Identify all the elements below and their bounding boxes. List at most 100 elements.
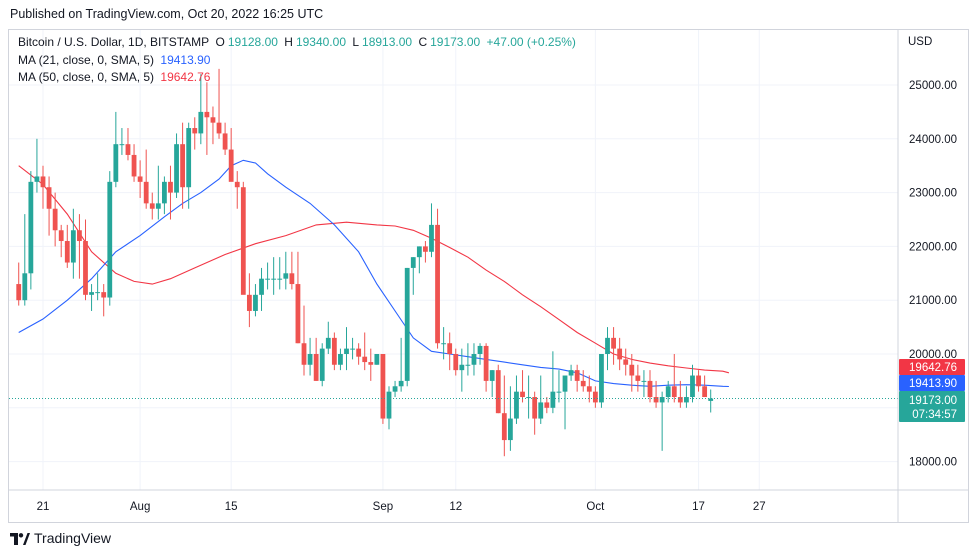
candle-body-down (696, 375, 701, 387)
candle-body-down (356, 348, 362, 357)
legend-close: 19173.00 (430, 35, 481, 49)
candle-body-down (192, 128, 198, 134)
candle-body-down (313, 354, 319, 381)
legend-ma21[interactable]: MA (21, close, 0, SMA, 5) 19413.90 (18, 53, 213, 67)
candle-body-down (677, 397, 683, 403)
candle-body-up (119, 144, 125, 146)
candle-body-down (532, 397, 538, 419)
candle-body-down (295, 284, 301, 344)
candle-body-up (162, 181, 167, 204)
candle-body-up (416, 246, 422, 258)
candle-body-up (350, 348, 355, 350)
candle-body-down (702, 386, 708, 398)
candle-body-up (253, 294, 258, 311)
candle-body-down (64, 241, 70, 263)
candle-body-up (489, 370, 495, 381)
candle-body-up (404, 267, 410, 381)
candle-body-up (265, 278, 270, 280)
tradingview-logo[interactable]: TradingView (10, 530, 111, 546)
candle-body-down (16, 284, 22, 301)
price-tick-label: 24000.00 (909, 134, 957, 146)
candle-body-up (708, 398, 714, 401)
candle-body-up (70, 230, 76, 263)
legend-high-key: H (284, 35, 293, 49)
tradingview-logo-text: TradingView (34, 530, 112, 546)
candle-body-up (319, 348, 325, 381)
candle-body-up (271, 278, 277, 280)
candle-body-down (216, 122, 222, 134)
candle-body-down (380, 354, 386, 419)
price-tick-label: 23000.00 (909, 188, 957, 200)
candle-body-down (46, 187, 52, 209)
price-badge-bg (899, 391, 965, 422)
candle-body-down (611, 337, 616, 349)
ma21-line-group (18, 159, 729, 388)
candle-body-down (289, 273, 295, 285)
candle-body-up (599, 354, 604, 403)
legend-ohlc[interactable]: Bitcoin / U.S. Dollar, 1D, BITSTAMP O 191… (18, 35, 579, 49)
candle-body-up (465, 364, 471, 366)
candle-body-down (586, 386, 592, 392)
price-axis-unit: USD (908, 36, 932, 48)
time-tick-label: 15 (225, 501, 238, 513)
candle-body-up (392, 386, 398, 392)
ma50-badge: 19642.76 (909, 362, 957, 374)
candle-body-down (40, 176, 46, 188)
price-axis: 25000.00 24000.00 23000.00 22000.00 21000.00… (909, 80, 957, 469)
candle-body-down (671, 386, 677, 398)
candle-body-down (653, 397, 659, 403)
candle-body-down (58, 230, 64, 242)
candle-body-down (222, 133, 228, 150)
candle-body-down (101, 292, 107, 298)
candle-body-up (562, 375, 568, 392)
candle-body-up (556, 391, 562, 393)
price-tick-label: 18000.00 (909, 457, 957, 469)
time-tick-label: 12 (449, 501, 462, 513)
candle-body-up (95, 292, 101, 294)
candle-body-up (410, 257, 416, 268)
time-tick-label: Aug (130, 501, 150, 513)
ma21-badge-bg (899, 375, 965, 391)
candle-body-down (83, 241, 88, 295)
chart-frame[interactable] (8, 29, 969, 523)
candle-body-up (344, 348, 349, 354)
candle-body-up (507, 418, 513, 441)
candle-body-up (690, 375, 695, 398)
candle-body-up (374, 354, 380, 365)
candle-body-up (325, 337, 331, 349)
legend-ma50[interactable]: MA (50, close, 0, SMA, 5) 19642.76 (18, 70, 213, 84)
published-caption: Published on TradingView.com, Oct 20, 20… (10, 7, 324, 21)
candle-body-down (137, 176, 143, 182)
candle-body-down (246, 294, 252, 311)
ma21-line (18, 159, 729, 388)
grid (9, 30, 898, 490)
legend-ma50-value: 19642.76 (160, 70, 211, 84)
candle-body-up (338, 354, 343, 365)
candle-body-down (617, 348, 623, 360)
candle-body-down (580, 380, 586, 387)
candle-body-down (301, 343, 307, 365)
candle-body-down (52, 208, 58, 231)
candle-body-up (471, 354, 477, 365)
candle-body-up (277, 278, 283, 280)
candle-body-down (204, 111, 210, 118)
legend-low-key: L (352, 35, 360, 49)
legend-close-key: C (418, 35, 428, 49)
candle-body-up (34, 176, 40, 182)
price-tick-label: 21000.00 (909, 295, 957, 307)
candle-body-up (107, 181, 113, 298)
candle-body-up (89, 292, 94, 295)
candle-body-up (307, 354, 313, 365)
legend-low: 18913.00 (362, 35, 413, 49)
candles (16, 68, 714, 457)
candle-body-down (623, 359, 629, 365)
candle-body-down (483, 345, 489, 381)
candle-body-up (22, 273, 28, 301)
candle-body-up (665, 386, 671, 398)
candle-body-down (143, 181, 149, 204)
candle-body-down (368, 362, 374, 365)
time-tick-label: Oct (586, 501, 605, 513)
candle-body-up (155, 203, 161, 209)
candle-body-up (641, 380, 647, 382)
